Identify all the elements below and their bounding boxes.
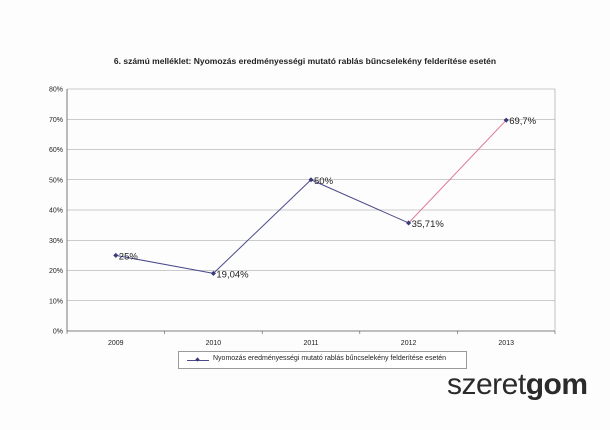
series-line-segment bbox=[213, 179, 312, 274]
y-tick-label: 60% bbox=[49, 147, 63, 154]
legend: Nyomozás eredményességi mutató rablás bű… bbox=[178, 351, 467, 369]
watermark-part2: gom bbox=[525, 368, 588, 401]
y-tick-label: 80% bbox=[49, 87, 63, 94]
x-tick-label: 2012 bbox=[401, 340, 417, 347]
x-tick-label: 2010 bbox=[206, 340, 222, 347]
series-line-segment bbox=[115, 254, 214, 274]
watermark-logo: szeretgom bbox=[447, 368, 588, 402]
data-label: 25% bbox=[119, 251, 139, 262]
legend-label: Nyomozás eredményességi mutató rablás bű… bbox=[213, 355, 447, 362]
chart-title: 6. számú melléklet: Nyomozás eredményess… bbox=[113, 56, 497, 66]
y-tick-label: 30% bbox=[49, 238, 63, 245]
watermark-part1: szeret bbox=[447, 368, 526, 401]
x-tick-label: 2013 bbox=[498, 340, 514, 347]
y-tick-label: 20% bbox=[49, 268, 63, 275]
y-tick-label: 0% bbox=[53, 329, 63, 336]
data-label: 50% bbox=[314, 176, 334, 187]
y-tick-label: 10% bbox=[49, 298, 63, 305]
data-point bbox=[210, 270, 216, 276]
y-tick-label: 70% bbox=[49, 117, 63, 124]
series-line-segment bbox=[310, 179, 409, 224]
y-tick-label: 40% bbox=[49, 208, 63, 215]
x-tick-label: 2011 bbox=[303, 340, 318, 347]
data-point bbox=[113, 252, 119, 258]
series-line-segment bbox=[408, 119, 507, 224]
y-tick-label: 50% bbox=[49, 177, 63, 184]
data-label: 69,7% bbox=[509, 116, 536, 127]
data-label: 35,71% bbox=[412, 219, 445, 230]
data-label: 19,04% bbox=[216, 269, 249, 280]
x-tick-label: 2009 bbox=[108, 340, 124, 347]
data-point bbox=[308, 177, 314, 183]
